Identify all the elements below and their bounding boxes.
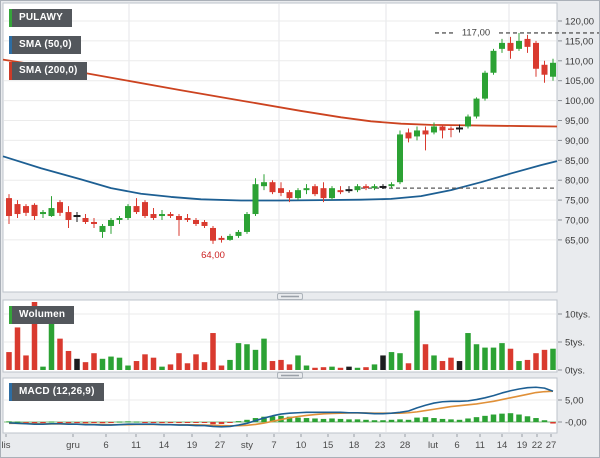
svg-text:14: 14 [497,440,508,451]
svg-text:lut: lut [428,440,438,451]
svg-text:lis: lis [2,440,11,451]
svg-text:15: 15 [323,440,334,451]
macd-panel-badge: MACD (12,26,9) [9,383,104,401]
sma50-legend-badge: SMA (50,0) [9,36,81,54]
svg-text:64,00: 64,00 [201,250,225,261]
macd-panel-resize-handle[interactable] [277,372,303,379]
svg-text:11: 11 [131,440,141,451]
svg-text:65,00: 65,00 [565,235,589,246]
svg-text:sty: sty [241,440,253,451]
svg-text:10tys.: 10tys. [565,310,590,321]
symbol-badge: PULAWY [9,9,72,27]
svg-text:19: 19 [517,440,528,451]
sma200-legend-badge: SMA (200,0) [9,62,87,80]
svg-text:105,00: 105,00 [565,76,594,87]
svg-text:95,00: 95,00 [565,116,589,127]
svg-text:90,00: 90,00 [565,136,589,147]
volume-panel-badge: Wolumen [9,306,75,324]
svg-text:80,00: 80,00 [565,176,589,187]
svg-text:11: 11 [475,440,485,451]
svg-text:100,00: 100,00 [565,96,594,107]
svg-text:27: 27 [215,440,226,451]
svg-text:75,00: 75,00 [565,196,589,207]
svg-text:gru: gru [66,440,80,451]
svg-text:7: 7 [271,440,276,451]
svg-text:22: 22 [532,440,543,451]
svg-text:6: 6 [454,440,459,451]
svg-text:28: 28 [400,440,411,451]
svg-text:18: 18 [349,440,360,451]
svg-text:27: 27 [546,440,557,451]
svg-text:85,00: 85,00 [565,156,589,167]
svg-text:70,00: 70,00 [565,216,589,227]
svg-text:10: 10 [296,440,307,451]
svg-text:-0,00: -0,00 [565,418,587,429]
svg-text:19: 19 [187,440,198,451]
svg-text:23: 23 [375,440,386,451]
svg-text:0tys.: 0tys. [565,366,585,377]
svg-text:115,00: 115,00 [565,36,593,47]
svg-text:110,00: 110,00 [565,56,593,67]
svg-text:5,00: 5,00 [565,396,584,407]
svg-text:117,00: 117,00 [462,27,490,38]
svg-text:14: 14 [159,440,170,451]
svg-text:5tys.: 5tys. [565,338,585,349]
svg-text:6: 6 [103,440,108,451]
svg-text:120,00: 120,00 [565,17,594,28]
volume-panel-resize-handle[interactable] [277,293,303,300]
